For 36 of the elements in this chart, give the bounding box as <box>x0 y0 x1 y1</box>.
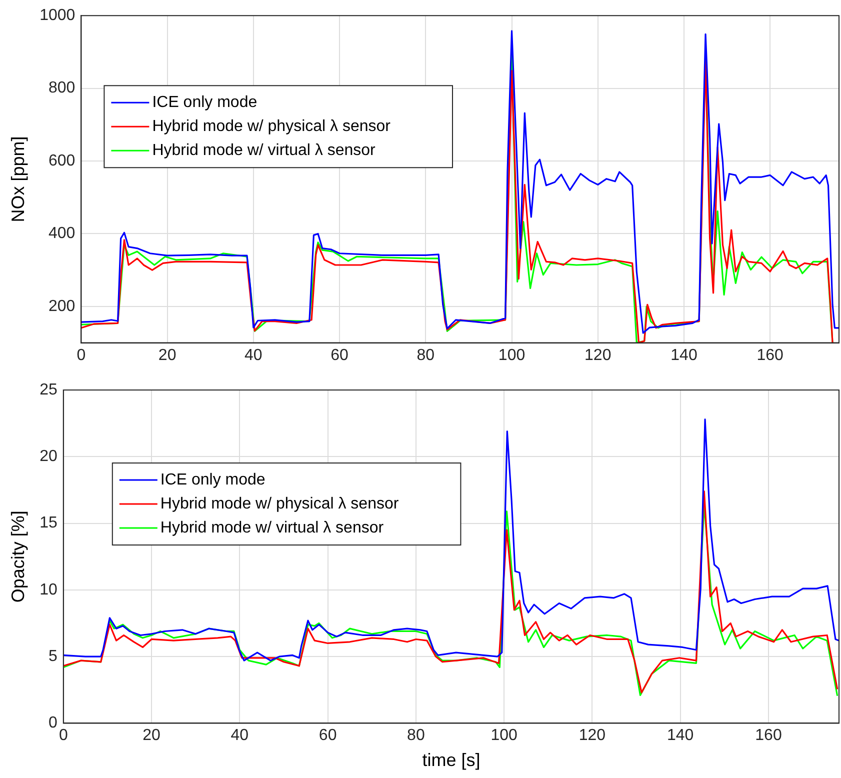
x-tick-label: 140 <box>670 346 698 364</box>
x-tick-label: 160 <box>756 346 784 364</box>
x-tick-label: 60 <box>318 727 337 744</box>
x-tick-label: 100 <box>498 346 526 364</box>
x-tick-label: 20 <box>142 727 161 744</box>
y-tick-label: 0 <box>48 714 58 732</box>
x-tick-label: 80 <box>407 727 425 744</box>
y-tick-label: 1000 <box>40 7 76 24</box>
y-tick-label: 400 <box>48 225 76 242</box>
y-tick-label: 25 <box>40 381 58 398</box>
x-tick-label: 140 <box>667 727 694 744</box>
x-tick-label: 120 <box>584 346 612 364</box>
y-axis-title: Opacity [%] <box>8 510 28 603</box>
x-tick-label: 100 <box>490 727 518 744</box>
x-tick-label: 40 <box>244 346 262 364</box>
y-tick-label: 800 <box>48 80 76 97</box>
legend-label: ICE only mode <box>160 471 266 488</box>
y-tick-label: 200 <box>48 298 76 315</box>
x-axis-title: time [s] <box>422 750 480 770</box>
y-tick-label: 5 <box>48 648 58 665</box>
legend-label: Hybrid mode w/ physical λ sensor <box>152 118 392 136</box>
x-tick-label: 160 <box>755 727 782 744</box>
x-tick-label: 120 <box>578 727 606 744</box>
y-tick-label: 10 <box>40 581 58 598</box>
y-tick-label: 15 <box>40 514 58 532</box>
x-tick-label: 40 <box>230 727 249 744</box>
legend-label: Hybrid mode w/ virtual λ sensor <box>152 142 376 160</box>
x-tick-label: 60 <box>330 346 349 364</box>
legend-label: Hybrid mode w/ virtual λ sensor <box>160 519 384 536</box>
legend-label: Hybrid mode w/ physical λ sensor <box>160 495 400 512</box>
x-tick-label: 20 <box>158 346 176 364</box>
y-axis-title: NOx [ppm] <box>8 136 28 222</box>
y-tick-label: 600 <box>48 152 76 170</box>
y-tick-label: 20 <box>40 448 58 466</box>
legend-label: ICE only mode <box>152 94 258 112</box>
x-tick-label: 80 <box>416 346 435 364</box>
